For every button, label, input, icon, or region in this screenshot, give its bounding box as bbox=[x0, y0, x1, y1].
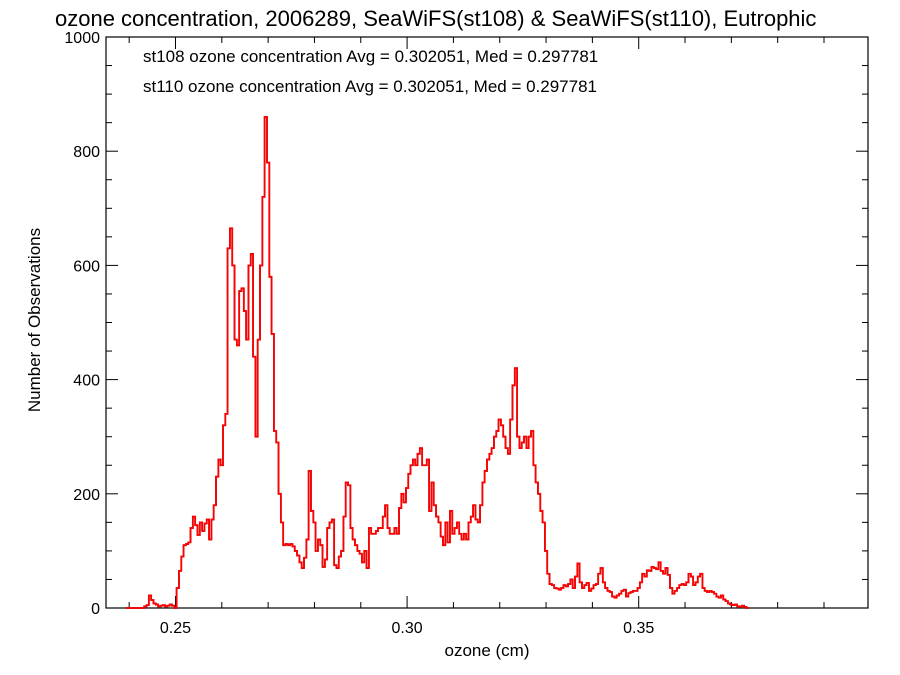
y-axis: 0 200 400 600 800 1000 bbox=[64, 30, 868, 618]
series-line-st108 bbox=[125, 116, 749, 609]
y-tick-label-5: 1000 bbox=[64, 30, 100, 47]
x-tick-label-2: 0.35 bbox=[623, 620, 654, 637]
y-tick-label-3: 600 bbox=[73, 258, 100, 275]
x-tick-label-0: 0.25 bbox=[160, 620, 191, 637]
x-axis-title: ozone (cm) bbox=[444, 641, 529, 660]
legend-entry-st110: st110 ozone concentration Avg = 0.302051… bbox=[143, 77, 597, 96]
series-layer bbox=[125, 116, 749, 609]
plot-frame bbox=[105, 36, 869, 609]
chart-title: ozone concentration, 2006289, SeaWiFS(st… bbox=[55, 6, 816, 31]
x-axis: 0.25 0.30 0.35 bbox=[128, 37, 825, 637]
legend-entry-st108: st108 ozone concentration Avg = 0.302051… bbox=[143, 47, 598, 66]
y-axis-title: Number of Observations bbox=[25, 228, 44, 412]
series-line-st110 bbox=[125, 116, 749, 609]
x-tick-label-1: 0.30 bbox=[392, 620, 423, 637]
y-tick-label-1: 200 bbox=[73, 487, 100, 504]
y-tick-label-0: 0 bbox=[91, 601, 100, 618]
y-tick-label-4: 800 bbox=[73, 144, 100, 161]
y-tick-label-2: 400 bbox=[73, 373, 100, 390]
